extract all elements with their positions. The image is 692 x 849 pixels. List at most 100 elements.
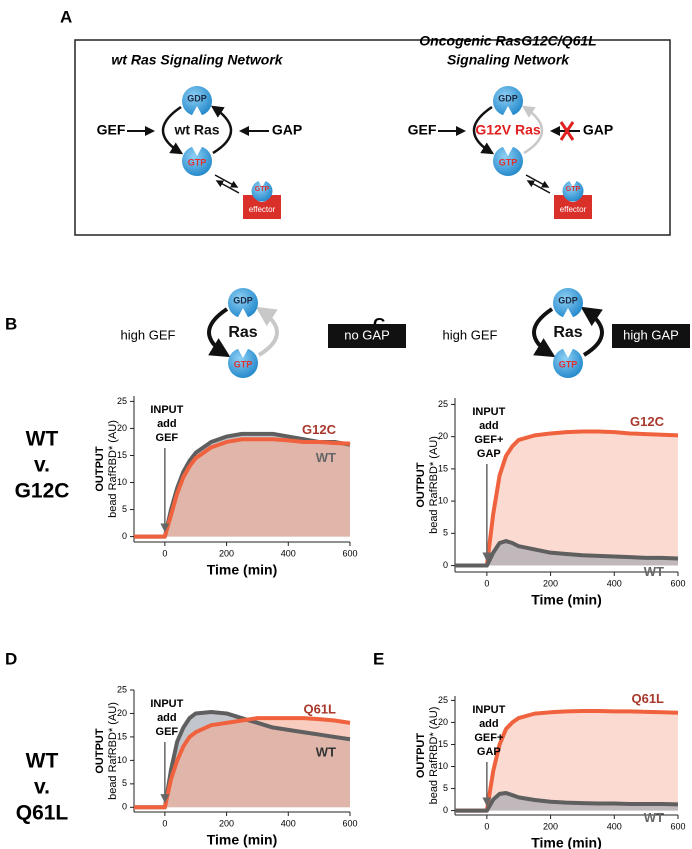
effector-shape — [554, 195, 592, 219]
effector-gtp-label: GTP — [255, 186, 270, 193]
x-tick-label: 400 — [607, 578, 622, 588]
y-tick-label: 5 — [122, 778, 127, 788]
panel-label: E — [373, 649, 384, 668]
cycle-arrow — [255, 306, 279, 357]
y-tick-label: 15 — [117, 450, 127, 460]
effector-label: effector — [249, 205, 276, 214]
y-tick-label: 10 — [438, 761, 448, 771]
ras-label: Ras — [553, 324, 582, 341]
effector-shape — [243, 195, 281, 219]
series-label: Q61L — [303, 701, 336, 716]
series-label: G12C — [302, 422, 337, 437]
y-tick-label: 5 — [443, 528, 448, 538]
x-tick-label: 200 — [543, 821, 558, 831]
binding-arrow — [214, 174, 239, 188]
y-tick-label: 5 — [122, 504, 127, 514]
y-tick-label: 15 — [117, 731, 127, 741]
row-label: G12C — [15, 480, 70, 503]
y-axis-title: OUTPUT — [94, 728, 106, 774]
ras-label: G12V Ras — [475, 122, 541, 138]
series-line — [134, 437, 351, 539]
gap-label: no GAP — [344, 327, 390, 342]
binding-arrow — [526, 180, 551, 194]
gtp-label: GTP — [234, 359, 253, 369]
gef-label: high GEF — [121, 327, 176, 342]
series-line — [455, 539, 679, 568]
series-label: WT — [644, 564, 664, 579]
diagram-title: wt Ras Signaling Network — [111, 52, 283, 68]
gtp-label: GTP — [559, 359, 578, 369]
x-tick-label: 600 — [342, 818, 357, 828]
x-axis-label: Time (min) — [531, 835, 602, 849]
series-line — [455, 790, 679, 813]
row-label: v. — [34, 454, 50, 477]
annotation: INPUT — [150, 698, 183, 710]
ras-label: wt Ras — [173, 122, 219, 138]
y-tick-label: 0 — [122, 531, 127, 541]
y-tick-label: 25 — [438, 695, 448, 705]
y-tick-label: 20 — [438, 717, 448, 727]
annotation: add — [157, 712, 177, 724]
x-tick-label: 400 — [281, 548, 296, 558]
gtp-label: GTP — [188, 157, 207, 167]
panel-a-frame — [74, 39, 671, 236]
y-tick-label: 0 — [122, 802, 127, 812]
series-label: WT — [316, 745, 336, 760]
row-label: Q61L — [16, 802, 69, 825]
series-line — [455, 429, 679, 568]
cycle-arrow — [207, 307, 231, 358]
cycle-arrow — [472, 105, 495, 155]
x-tick-label: 200 — [543, 578, 558, 588]
series-line — [455, 708, 679, 813]
y-tick-label: 20 — [117, 708, 127, 718]
y-tick-label: 15 — [438, 739, 448, 749]
x-tick-label: 0 — [484, 821, 489, 831]
gdp-label: GDP — [233, 295, 253, 305]
x-axis-label: Time (min) — [531, 592, 602, 608]
effector-gtp-label: GTP — [566, 186, 581, 193]
y-axis-label: bead RafRBD* (AU) — [107, 420, 119, 518]
diagram-title: Oncogenic RasG12C/Q61L — [419, 33, 596, 49]
annotation: INPUT — [472, 406, 505, 418]
y-tick-label: 25 — [438, 399, 448, 409]
y-tick-label: 0 — [443, 805, 448, 815]
series-area — [455, 541, 678, 566]
y-tick-label: 10 — [117, 755, 127, 765]
x-tick-label: 0 — [162, 548, 167, 558]
y-tick-label: 20 — [117, 423, 127, 433]
x-tick-label: 200 — [219, 548, 234, 558]
gef-label: GEF — [97, 122, 126, 138]
gdp-label: GDP — [498, 93, 518, 103]
x-tick-label: 600 — [342, 548, 357, 558]
y-tick-label: 20 — [438, 431, 448, 441]
cycle-arrow — [580, 306, 604, 357]
annotation: add — [479, 718, 499, 730]
cycle-arrow — [161, 105, 184, 155]
gap-label: GAP — [272, 122, 302, 138]
series-label: WT — [644, 810, 664, 825]
annotation: GAP — [477, 448, 501, 460]
x-tick-label: 0 — [162, 818, 167, 828]
x-tick-label: 600 — [670, 578, 685, 588]
series-area — [455, 710, 678, 811]
annotation: GAP — [477, 746, 501, 758]
x-axis-label: Time (min) — [207, 562, 278, 578]
annotation: GEF — [156, 726, 179, 738]
y-tick-label: 10 — [438, 495, 448, 505]
gap-box — [328, 324, 406, 348]
ras-label: Ras — [228, 324, 257, 341]
annotation: add — [479, 420, 499, 432]
y-axis-label: bead RafRBD* (AU) — [428, 436, 440, 534]
cycle-arrow — [521, 105, 544, 155]
panel-label: D — [5, 649, 17, 668]
annotation: GEF — [156, 432, 179, 444]
y-axis-title: OUTPUT — [94, 446, 106, 492]
gdp-label: GDP — [558, 295, 578, 305]
panel-label: A — [60, 7, 72, 26]
series-label: G12C — [630, 414, 665, 429]
y-tick-label: 10 — [117, 477, 127, 487]
x-axis-label: Time (min) — [207, 832, 278, 848]
annotation: GEF+ — [474, 732, 503, 744]
